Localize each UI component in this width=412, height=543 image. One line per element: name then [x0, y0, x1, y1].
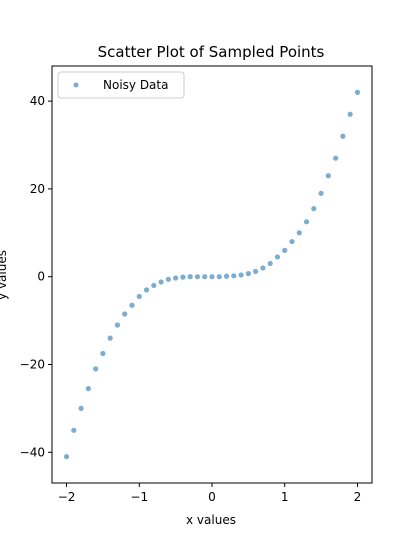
data-point [289, 238, 295, 245]
data-point [318, 190, 324, 196]
data-point [340, 133, 346, 139]
data-point [63, 454, 70, 460]
data-point [93, 366, 99, 372]
data-point [143, 287, 150, 293]
x-axis-label: x values [186, 513, 236, 527]
data-point [296, 230, 302, 236]
x-tick-label: 2 [354, 490, 362, 504]
data-point [333, 155, 339, 161]
data-point [129, 302, 135, 308]
data-point [311, 206, 317, 212]
data-point [325, 173, 331, 179]
y-tick-label: 20 [30, 182, 45, 196]
chart-title: Scatter Plot of Sampled Points [98, 43, 325, 61]
data-point [267, 260, 273, 267]
data-point [100, 350, 106, 357]
data-point [216, 274, 222, 280]
data-point [173, 275, 179, 281]
axis-ticks: −2 −1 0 1 2 −40 −20 0 20 40 [20, 94, 362, 504]
legend-marker [73, 82, 79, 88]
data-point [209, 274, 215, 280]
data-point [202, 274, 208, 280]
data-point [107, 335, 113, 341]
data-point [180, 274, 186, 280]
scatter-points [63, 89, 361, 460]
data-point [231, 273, 237, 279]
data-point [274, 254, 281, 260]
legend-label: Noisy Data [103, 78, 168, 92]
data-point [114, 322, 121, 328]
data-point [136, 293, 142, 300]
legend: Noisy Data [57, 71, 185, 99]
data-point [253, 268, 259, 275]
data-point [194, 274, 201, 280]
data-point [347, 111, 353, 117]
y-tick-label: 0 [37, 270, 45, 284]
data-point [165, 276, 171, 282]
y-tick-label: −40 [20, 445, 45, 459]
data-point [122, 311, 128, 317]
data-point [78, 405, 84, 411]
y-tick-label: −20 [20, 357, 45, 371]
plot-frame [51, 65, 373, 484]
data-point [303, 219, 310, 225]
data-point [71, 427, 77, 433]
x-tick-label: 0 [208, 490, 216, 504]
data-point [238, 272, 244, 278]
y-tick-label: 40 [30, 94, 45, 108]
y-axis-label: y values [0, 250, 9, 300]
x-tick-label: 1 [281, 490, 289, 504]
data-point [187, 274, 193, 280]
data-point [260, 265, 266, 271]
x-tick-label: −1 [130, 490, 148, 504]
x-tick-label: −2 [58, 490, 76, 504]
data-point [158, 279, 164, 285]
data-point [282, 247, 288, 253]
data-point [354, 89, 361, 95]
data-point [85, 386, 91, 392]
legend-box [57, 71, 185, 99]
data-point [223, 273, 230, 279]
data-point [245, 271, 251, 277]
data-point [151, 282, 157, 289]
